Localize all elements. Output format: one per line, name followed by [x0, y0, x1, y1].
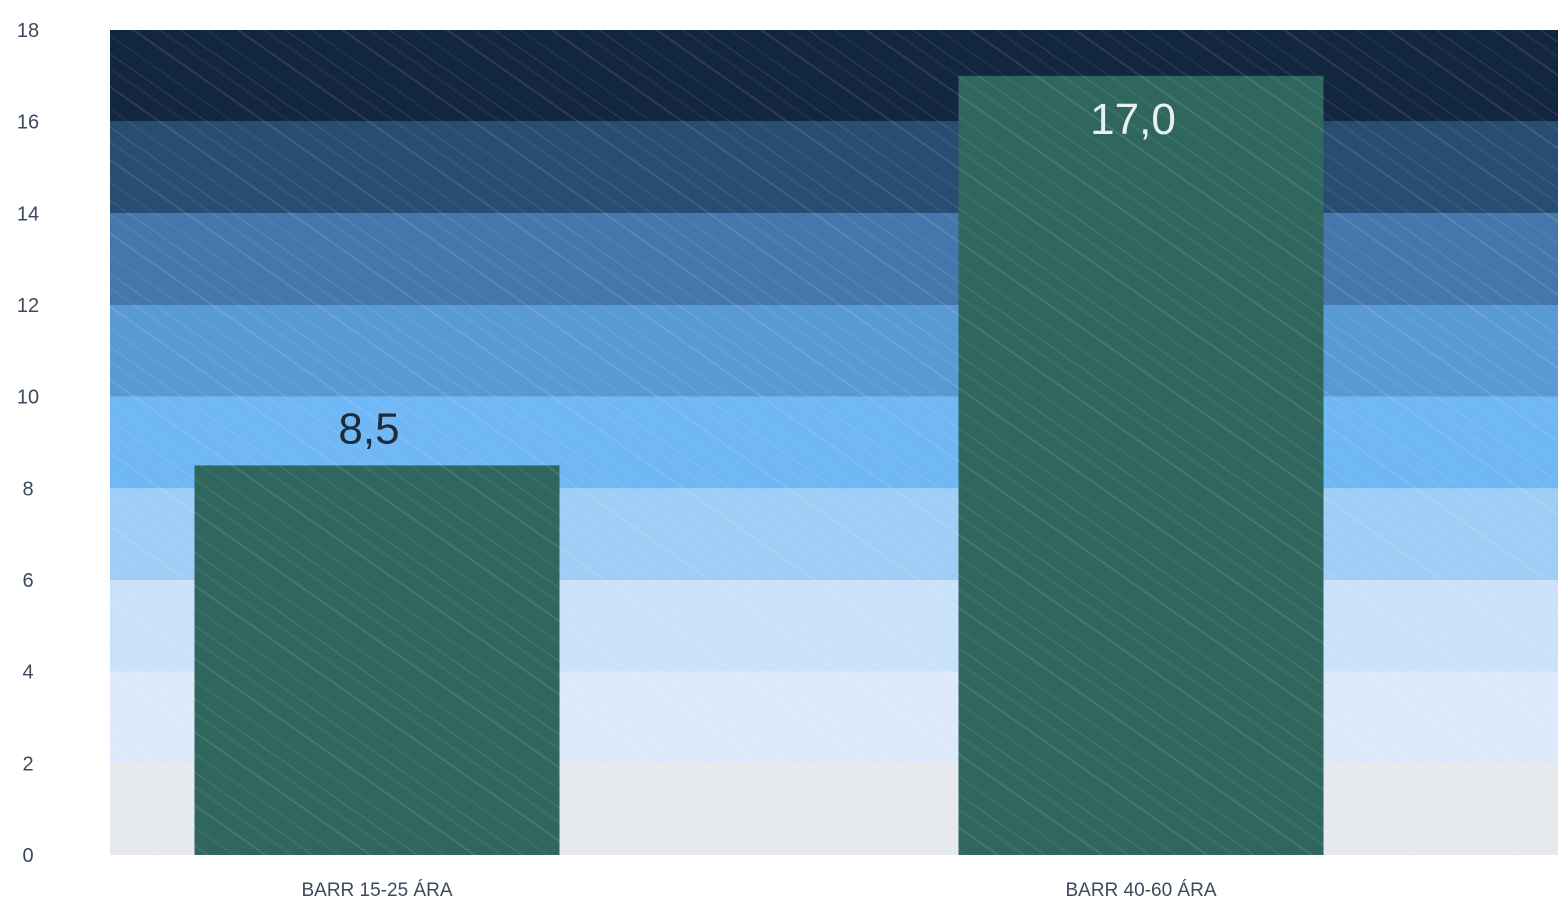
y-tick-label: 10: [17, 387, 39, 409]
x-category-label: BARR 40-60 ÁRA: [1065, 880, 1216, 901]
y-axis: 0 2 4 6 8 10 12 14 16 18: [17, 20, 39, 867]
bars: 8,5 17,0: [194, 75, 1324, 856]
y-tick-label: 4: [22, 662, 33, 684]
bar-value-label: 17,0: [1090, 95, 1176, 144]
x-category-label: BARR 15-25 ÁRA: [301, 880, 452, 901]
y-tick-label: 16: [17, 112, 39, 134]
x-axis: BARR 15-25 ÁRA BARR 40-60 ÁRA: [301, 880, 1216, 901]
bar-texture: [194, 465, 560, 855]
y-tick-label: 6: [22, 570, 33, 592]
bar-value-label: 8,5: [338, 404, 399, 453]
y-tick-label: 2: [22, 753, 33, 775]
y-tick-label: 8: [22, 478, 33, 500]
y-tick-label: 0: [22, 845, 33, 867]
y-tick-label: 14: [17, 203, 39, 225]
bar-texture: [958, 75, 1324, 856]
y-tick-label: 18: [17, 20, 39, 42]
y-tick-label: 12: [17, 295, 39, 317]
